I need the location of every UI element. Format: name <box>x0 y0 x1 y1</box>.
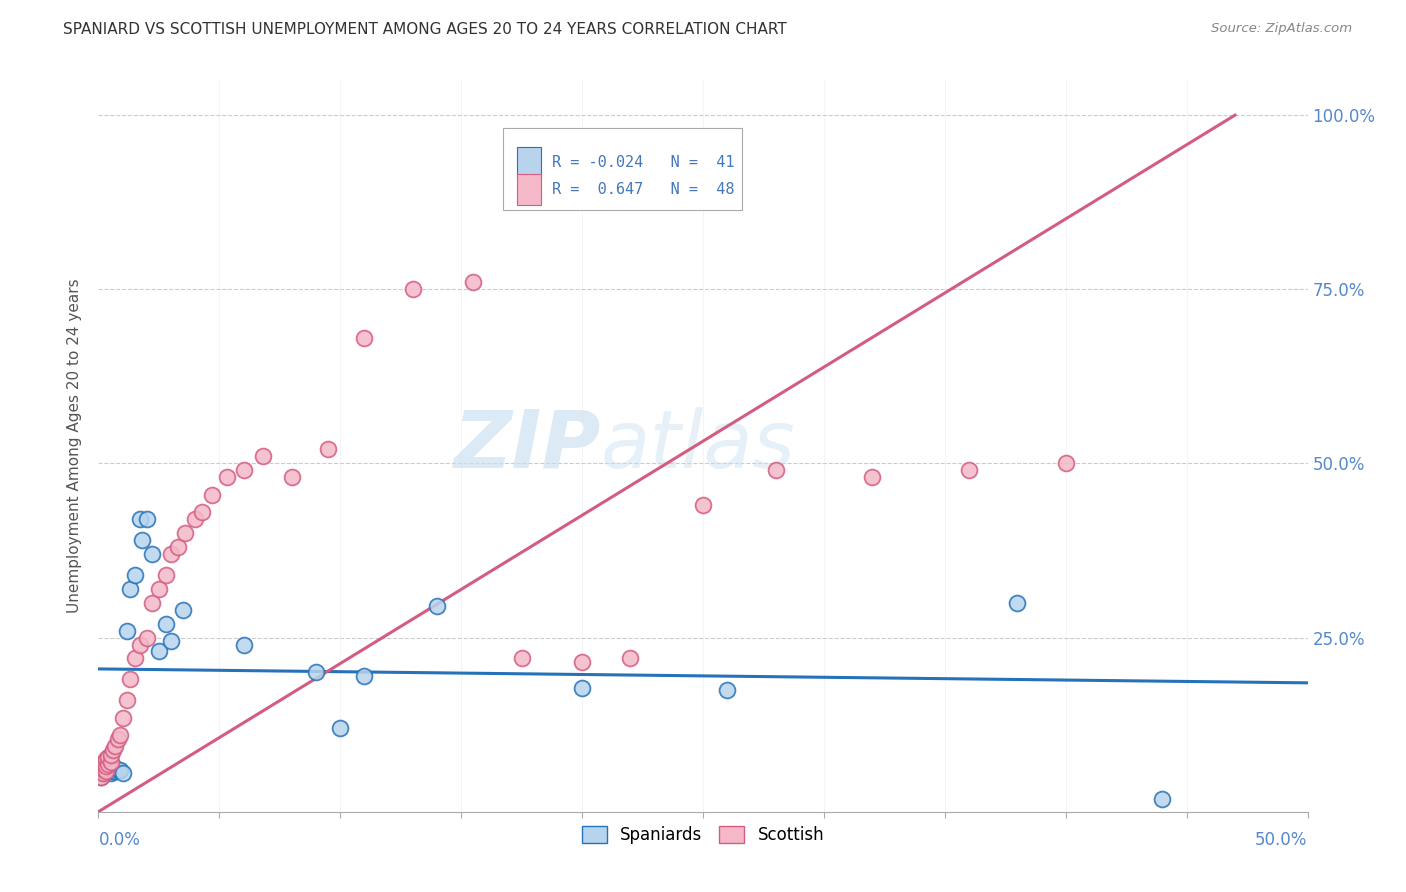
Point <box>90 763 112 777</box>
Text: SPANIARD VS SCOTTISH UNEMPLOYMENT AMONG AGES 20 TO 24 YEARS CORRELATION CHART: SPANIARD VS SCOTTISH UNEMPLOYMENT AMONG … <box>63 22 787 37</box>
Point <box>94 759 117 773</box>
Point <box>167 540 190 554</box>
Point <box>91 756 114 770</box>
Legend: Spaniards, Scottish: Spaniards, Scottish <box>575 820 831 851</box>
Text: R =  0.647   N =  48: R = 0.647 N = 48 <box>553 182 735 197</box>
Point <box>232 463 254 477</box>
Point <box>148 644 170 658</box>
Point <box>155 616 177 631</box>
Point <box>100 763 122 777</box>
Point <box>510 651 533 665</box>
Point <box>100 766 122 780</box>
Point <box>101 759 124 773</box>
Point <box>141 547 163 561</box>
Point <box>155 567 177 582</box>
Y-axis label: Unemployment Among Ages 20 to 24 years: Unemployment Among Ages 20 to 24 years <box>67 278 83 614</box>
Point <box>91 757 114 772</box>
Point <box>100 757 122 772</box>
Point <box>107 731 129 746</box>
Point <box>148 582 170 596</box>
Point <box>118 673 141 687</box>
Point <box>94 764 117 779</box>
Text: ZIP: ZIP <box>453 407 600 485</box>
Point <box>108 763 131 777</box>
Point <box>571 655 593 669</box>
Point <box>97 764 120 779</box>
Point <box>104 739 127 753</box>
Point <box>160 547 183 561</box>
Point <box>124 651 146 665</box>
Point <box>426 599 449 614</box>
Point <box>90 770 112 784</box>
Point <box>1054 457 1077 471</box>
Point <box>117 693 139 707</box>
Point <box>619 651 641 665</box>
Point <box>1007 596 1029 610</box>
Point <box>117 624 139 638</box>
Text: 50.0%: 50.0% <box>1256 830 1308 848</box>
Point <box>215 470 238 484</box>
Point <box>90 770 112 784</box>
Point <box>305 665 328 680</box>
Point <box>135 631 157 645</box>
Text: 0.0%: 0.0% <box>98 830 141 848</box>
Point <box>108 728 131 742</box>
Point <box>90 763 112 777</box>
Point <box>463 275 485 289</box>
Text: Source: ZipAtlas.com: Source: ZipAtlas.com <box>1212 22 1353 36</box>
Point <box>201 488 224 502</box>
Point <box>111 766 134 780</box>
Point <box>252 450 274 464</box>
Point <box>135 512 157 526</box>
Point <box>191 505 214 519</box>
Point <box>118 582 141 596</box>
Point <box>716 682 738 697</box>
Point <box>128 512 150 526</box>
Point <box>97 760 120 774</box>
Text: R = -0.024   N =  41: R = -0.024 N = 41 <box>553 154 735 169</box>
Point <box>128 638 150 652</box>
Point <box>232 638 254 652</box>
Point <box>100 755 122 769</box>
Point <box>94 757 117 772</box>
Point <box>124 567 146 582</box>
Point <box>91 766 114 780</box>
Point <box>765 463 787 477</box>
Point <box>91 762 114 776</box>
Point <box>571 681 593 695</box>
Point <box>316 442 339 457</box>
Point <box>101 743 124 757</box>
Point <box>353 331 375 345</box>
Point <box>107 763 129 777</box>
Point <box>90 757 112 772</box>
Point <box>172 603 194 617</box>
Point <box>91 763 114 777</box>
Point <box>329 721 352 735</box>
Point <box>692 498 714 512</box>
Point <box>860 470 883 484</box>
Point <box>97 750 120 764</box>
Point <box>94 762 117 776</box>
Point <box>91 766 114 780</box>
Point <box>141 596 163 610</box>
Point <box>97 757 120 772</box>
Point <box>131 533 153 547</box>
Point <box>174 526 197 541</box>
Point <box>104 764 127 779</box>
Point <box>101 764 124 779</box>
Point <box>160 634 183 648</box>
Point <box>184 512 207 526</box>
Point <box>94 766 117 780</box>
Point <box>100 747 122 762</box>
Point <box>957 463 980 477</box>
Point <box>111 711 134 725</box>
Point <box>94 752 117 766</box>
Point <box>281 470 304 484</box>
Point <box>1152 792 1174 806</box>
Point <box>402 282 425 296</box>
Point <box>90 759 112 773</box>
Point <box>97 756 120 770</box>
Point <box>353 669 375 683</box>
Text: atlas: atlas <box>600 407 794 485</box>
